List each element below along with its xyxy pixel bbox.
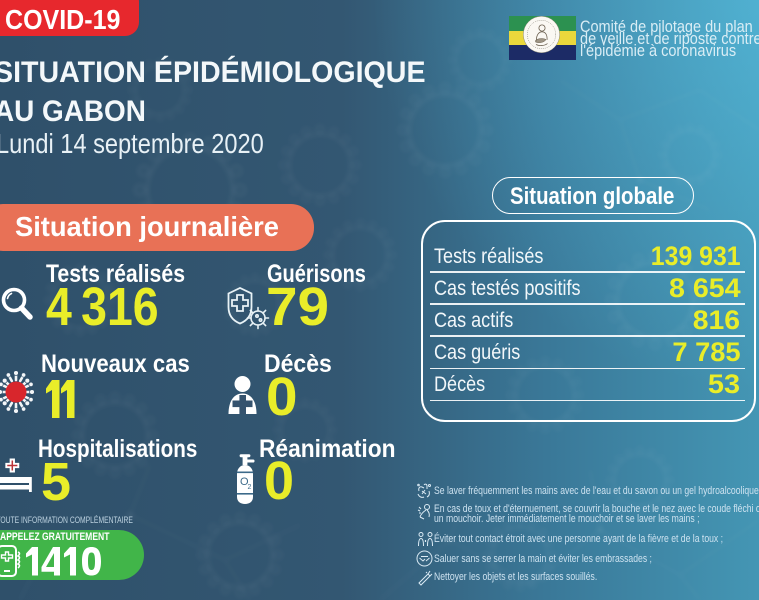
svg-text:2: 2 bbox=[248, 484, 252, 491]
svg-text:O: O bbox=[240, 476, 249, 488]
